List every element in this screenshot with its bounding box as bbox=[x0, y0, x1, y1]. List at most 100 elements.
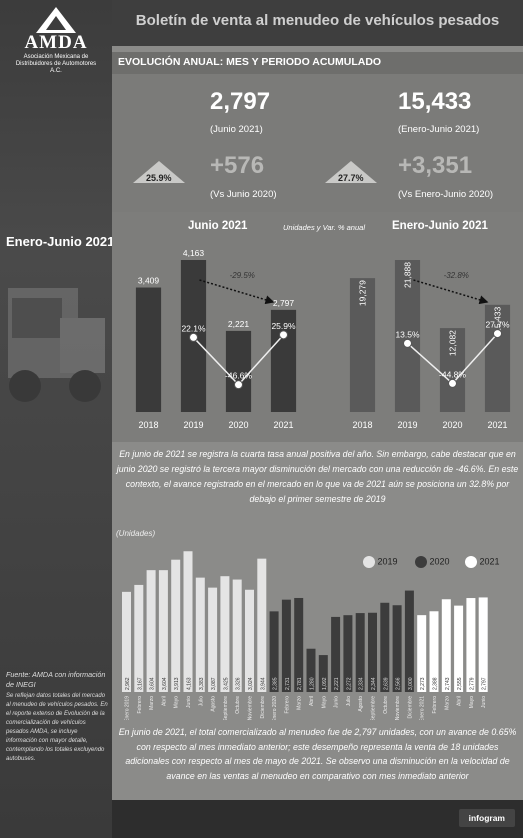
monthly-month-label: Diciembre bbox=[407, 696, 413, 719]
monthly-bar bbox=[318, 655, 328, 692]
page-title: Boletín de venta al menudeo de vehículos… bbox=[135, 12, 500, 29]
annual-bar bbox=[394, 260, 421, 412]
annual-year-label: 2021 bbox=[487, 420, 507, 430]
annual-year-label: 2019 bbox=[183, 420, 203, 430]
annual-charts: 3,409 2018 4,163 2019 2,221 2020 2,797 2021 22.1… bbox=[135, 248, 511, 430]
monthly-month-label: Octubre bbox=[235, 696, 241, 714]
annual-bar bbox=[484, 304, 511, 412]
monthly-bar-label: 1,092 bbox=[322, 677, 328, 690]
monthly-month-label: Julio bbox=[346, 696, 352, 707]
footer-bar bbox=[112, 800, 523, 838]
monthly-bar bbox=[478, 597, 488, 692]
source-title: Fuente: AMDA con información de INEGI bbox=[6, 670, 106, 689]
legend-label-2020: 2020 bbox=[429, 556, 450, 567]
annual-pct-label: -46.6% bbox=[225, 371, 252, 381]
annual-year-label: 2020 bbox=[228, 420, 248, 430]
monthly-bar bbox=[220, 576, 230, 692]
monthly-bar-label: 3,913 bbox=[174, 677, 180, 690]
month-value: 2,797 bbox=[210, 88, 271, 115]
monthly-month-label: Enero 2020 bbox=[272, 696, 278, 720]
annual-value-label: 19,279 bbox=[358, 280, 368, 306]
monthly-month-label: Marzo bbox=[444, 696, 450, 710]
legend-2020: 2020 bbox=[415, 556, 450, 568]
monthly-bar bbox=[171, 559, 181, 692]
monthly-month-label: Febrero bbox=[137, 696, 143, 714]
annual-pct-point bbox=[234, 380, 243, 390]
month-change-label: (Vs Junio 2020) bbox=[210, 189, 277, 200]
month-up-triangle-icon bbox=[133, 161, 185, 183]
period-label: Enero-Junio 2021 bbox=[6, 234, 115, 249]
monthly-bar bbox=[134, 584, 144, 692]
monthly-bar-label: 2,385 bbox=[273, 677, 279, 690]
kpi-panel bbox=[112, 74, 523, 212]
monthly-bar-label: 2,344 bbox=[371, 677, 377, 690]
infogram-link[interactable]: infogram bbox=[458, 809, 515, 827]
monthly-bar-label: 4,163 bbox=[187, 677, 193, 690]
monthly-bar-label: 2,566 bbox=[396, 677, 402, 690]
period-pct: 27.7% bbox=[338, 173, 364, 183]
source-text: Se reflejan datos totales del mercado al… bbox=[6, 693, 108, 762]
annual-pct-point bbox=[403, 338, 412, 348]
monthly-bar-label: 2,797 bbox=[482, 677, 488, 690]
annual-pct-point bbox=[279, 330, 288, 340]
source-note: Fuente: AMDA con información de INEGI Se… bbox=[6, 670, 110, 764]
monthly-bar bbox=[281, 599, 291, 692]
monthly-month-label: Noviembre bbox=[395, 696, 401, 720]
monthly-bar-label: 2,743 bbox=[445, 677, 451, 690]
annual-bar bbox=[270, 309, 297, 412]
annual-year-label: 2018 bbox=[138, 420, 158, 430]
monthly-month-label: Abril bbox=[161, 696, 167, 706]
period-change: +3,351 bbox=[398, 152, 473, 179]
monthly-bar-label: 2,781 bbox=[297, 677, 303, 690]
annual-pct-point bbox=[493, 329, 502, 339]
monthly-month-label: Junio bbox=[186, 696, 192, 708]
monthly-bar bbox=[306, 648, 316, 692]
monthly-bar-label: 3,024 bbox=[248, 677, 254, 690]
monthly-bar-label: 3,167 bbox=[137, 677, 143, 690]
monthly-bar bbox=[404, 590, 414, 692]
annual-year-label: 2019 bbox=[397, 420, 417, 430]
monthly-bar bbox=[355, 613, 365, 692]
monthly-bar-label: 2,388 bbox=[433, 677, 439, 690]
period-label-text: (Enero-Junio 2021) bbox=[398, 124, 480, 135]
annual-trend-arrow bbox=[199, 279, 275, 305]
monthly-bar bbox=[417, 615, 427, 692]
monthly-bar bbox=[466, 598, 476, 692]
monthly-bar-label: 2,962 bbox=[125, 677, 131, 690]
legend-label-2021: 2021 bbox=[479, 556, 500, 567]
logo-subtitle-1: Asociación Mexicana de bbox=[23, 54, 89, 60]
monthly-bar bbox=[245, 589, 254, 692]
monthly-bar bbox=[122, 591, 131, 692]
monthly-bar-label: 3,000 bbox=[408, 677, 414, 690]
monthly-month-label: Mayo bbox=[174, 696, 180, 708]
monthly-bar bbox=[454, 605, 464, 692]
annual-year-label: 2018 bbox=[352, 420, 372, 430]
month-label: (Junio 2021) bbox=[210, 124, 263, 135]
monthly-month-label: Marzo bbox=[149, 696, 155, 710]
monthly-bar-label: 2,272 bbox=[346, 677, 352, 690]
monthly-text: En junio de 2021, el total comercializad… bbox=[118, 727, 517, 781]
annual-value-label: 3,409 bbox=[138, 276, 160, 286]
annual-value-label: 15,433 bbox=[493, 307, 503, 333]
chart-title-period: Enero-Junio 2021 bbox=[392, 220, 488, 232]
annual-pct-label: -44.8% bbox=[439, 369, 466, 379]
monthly-bar-label: 2,779 bbox=[469, 677, 475, 690]
annual-bar bbox=[225, 330, 252, 412]
period-up-triangle-icon bbox=[325, 161, 377, 183]
monthly-bar-label: 2,555 bbox=[457, 677, 463, 690]
monthly-month-label: Junio bbox=[334, 696, 340, 708]
monthly-month-label: Marzo bbox=[297, 696, 303, 710]
annual-trend-arrow bbox=[413, 279, 489, 305]
annual-value-label: 12,082 bbox=[448, 330, 458, 356]
monthly-month-label: Febrero bbox=[284, 696, 290, 714]
annual-bar bbox=[349, 278, 376, 412]
annual-value-label: 4,163 bbox=[183, 248, 205, 258]
legend-2019: 2019 bbox=[363, 556, 398, 568]
annual-year-label: 2020 bbox=[442, 420, 462, 430]
monthly-month-label: Enero 2019 bbox=[125, 696, 131, 720]
monthly-bar-label: 3,604 bbox=[162, 677, 168, 690]
annual-pct-label: 22.1% bbox=[181, 323, 206, 333]
chart-title-month: Junio 2021 bbox=[188, 220, 248, 232]
monthly-bar bbox=[380, 602, 390, 692]
annual-units-note: Unidades y Var. % anual bbox=[283, 223, 365, 232]
